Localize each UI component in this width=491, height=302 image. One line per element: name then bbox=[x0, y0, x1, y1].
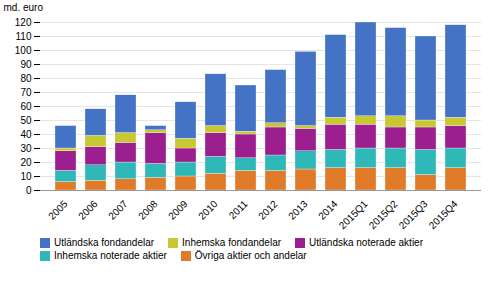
svg-text:2005: 2005 bbox=[46, 198, 70, 222]
svg-text:2009: 2009 bbox=[166, 198, 190, 222]
svg-text:50: 50 bbox=[20, 115, 32, 126]
html-text:Övriga aktier och andelar: Övriga aktier och andelar bbox=[194, 250, 307, 261]
html-text:Utländska noterade aktier: Utländska noterade aktier bbox=[309, 237, 423, 248]
svg-text:2006: 2006 bbox=[76, 198, 100, 222]
svg-text:2012: 2012 bbox=[256, 198, 280, 222]
svg-text:100: 100 bbox=[15, 45, 32, 56]
svg-text:2007: 2007 bbox=[106, 198, 130, 222]
svg-text:90: 90 bbox=[20, 59, 32, 70]
svg-text:0: 0 bbox=[26, 185, 32, 196]
svg-text:2011: 2011 bbox=[227, 198, 250, 221]
svg-text:120: 120 bbox=[15, 17, 32, 28]
svg-text:60: 60 bbox=[20, 101, 32, 112]
svg-text:md. euro: md. euro bbox=[4, 2, 44, 13]
svg-text:30: 30 bbox=[20, 143, 32, 154]
svg-text:70: 70 bbox=[20, 87, 32, 98]
html-text:Inhemska noterade aktier: Inhemska noterade aktier bbox=[54, 250, 167, 261]
svg-text:10: 10 bbox=[20, 171, 32, 182]
html-text:Inhemska fondandelar: Inhemska fondandelar bbox=[182, 237, 281, 248]
svg-text:2010: 2010 bbox=[196, 198, 220, 222]
svg-text:2013: 2013 bbox=[286, 198, 310, 222]
svg-text:2014: 2014 bbox=[316, 198, 340, 222]
svg-text:2015Q3: 2015Q3 bbox=[397, 198, 430, 231]
svg-text:40: 40 bbox=[20, 129, 32, 140]
svg-text:2015Q1: 2015Q1 bbox=[337, 198, 370, 231]
svg-text:2008: 2008 bbox=[136, 198, 160, 222]
svg-text:2015Q2: 2015Q2 bbox=[367, 198, 400, 231]
svg-text:20: 20 bbox=[20, 157, 32, 168]
svg-text:80: 80 bbox=[20, 73, 32, 84]
svg-text:2015Q4: 2015Q4 bbox=[427, 198, 460, 231]
html-text:Utländska fondandelar: Utländska fondandelar bbox=[54, 237, 155, 248]
svg-text:110: 110 bbox=[16, 31, 32, 42]
